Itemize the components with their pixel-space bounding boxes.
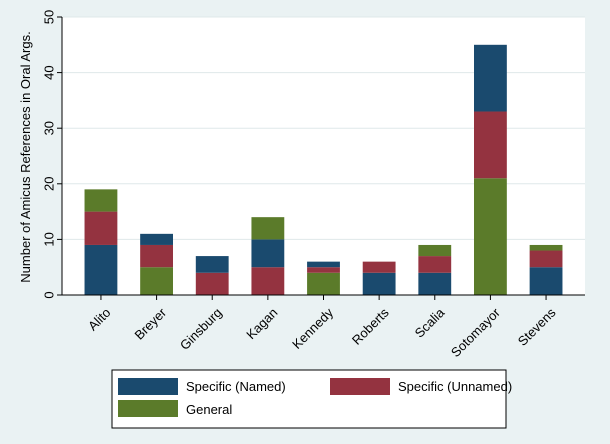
bar-segment — [195, 272, 229, 295]
bar-segment — [251, 217, 285, 240]
legend-swatch-general — [118, 400, 178, 417]
bar-segment — [474, 178, 507, 295]
bar-segment — [84, 244, 118, 295]
bar-segment — [84, 211, 118, 245]
legend-label-general: General — [186, 402, 232, 417]
y-tick-label: 10 — [42, 232, 57, 246]
legend-swatch-named — [118, 378, 178, 395]
legend-label-unnamed: Specific (Unnamed) — [398, 379, 512, 394]
bar-segment — [140, 244, 173, 268]
bar-segment — [140, 233, 173, 245]
bar-segment — [251, 239, 285, 268]
legend-label-named: Specific (Named) — [186, 379, 286, 394]
bar-segment — [418, 272, 452, 295]
y-tick-label: 30 — [42, 121, 57, 135]
legend-swatch-unnamed — [330, 378, 390, 395]
legend: Specific (Named) Specific (Unnamed) Gene… — [111, 369, 512, 429]
y-tick-label: 20 — [42, 177, 57, 191]
bars — [84, 44, 563, 295]
y-tick-label: 50 — [42, 10, 57, 24]
bar-segment — [84, 189, 118, 212]
bar-segment — [529, 267, 563, 295]
bar-segment — [307, 272, 340, 295]
y-ticks: 0 10 20 30 40 50 — [42, 10, 62, 299]
bar-segment — [474, 44, 507, 112]
bar-segment — [529, 250, 563, 268]
y-tick-label: 40 — [42, 65, 57, 79]
bar-segment — [474, 111, 507, 179]
bar-segment — [195, 256, 229, 273]
y-axis-title: Number of Amicus References in Oral Args… — [18, 31, 33, 282]
bar-segment — [418, 256, 452, 273]
bar-segment — [362, 261, 396, 273]
bar-segment — [529, 244, 563, 251]
bar-segment — [307, 261, 340, 268]
bar-segment — [418, 244, 452, 257]
bar-segment — [307, 267, 340, 273]
bar-segment — [140, 267, 173, 295]
bar-segment — [362, 272, 396, 295]
y-tick-label: 0 — [42, 291, 57, 298]
bar-segment — [251, 267, 285, 295]
